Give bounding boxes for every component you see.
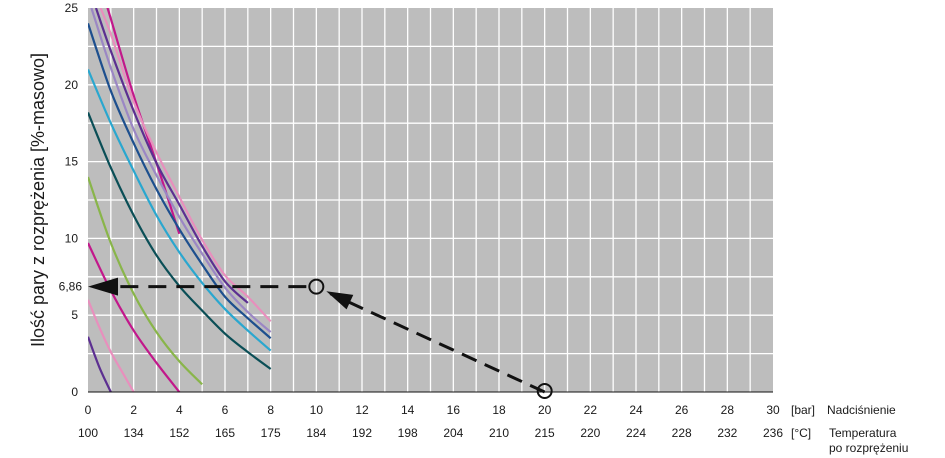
- x-tick-label-temp: 100: [78, 426, 98, 440]
- x-tick-label-bar: 14: [401, 403, 415, 417]
- x-caption-bar: Nadciśnienie: [827, 403, 896, 417]
- x-tick-label-bar: 10: [310, 403, 324, 417]
- x-tick-label-bar: 8: [267, 403, 274, 417]
- y-tick-label: 5: [71, 308, 78, 322]
- x-tick-label-temp: 236: [763, 426, 783, 440]
- x-tick-label-temp: 152: [169, 426, 189, 440]
- y-tick-label: 15: [65, 155, 79, 169]
- x-tick-label-temp: 184: [306, 426, 326, 440]
- annotation-value-label: 6,86: [59, 280, 83, 294]
- x-tick-label-temp: 165: [215, 426, 235, 440]
- x-tick-label-bar: 16: [447, 403, 461, 417]
- x-tick-label-temp: 224: [626, 426, 646, 440]
- x-tick-label-temp: 210: [489, 426, 509, 440]
- y-tick-label: 25: [65, 1, 79, 15]
- series-line-9: [88, 299, 135, 392]
- arrowhead-diagonal: [326, 291, 354, 310]
- x-caption-temp-line2: po rozprężeniu: [829, 441, 908, 455]
- x-tick-label-bar: 26: [675, 403, 689, 417]
- y-tick-label: 0: [71, 385, 78, 399]
- series-line-4: [88, 23, 272, 340]
- series-line-0: [106, 8, 181, 235]
- x-tick-label-temp: 134: [124, 426, 144, 440]
- series-line-1: [99, 8, 272, 323]
- x-tick-label-bar: 18: [492, 403, 506, 417]
- annotation-dashed-line-diagonal: [329, 292, 546, 394]
- y-tick-label: 10: [65, 231, 79, 245]
- x-unit-temp: [°C]: [791, 426, 811, 440]
- grid-lines: [88, 8, 773, 392]
- x-tick-label-temp: 192: [352, 426, 372, 440]
- x-tick-label-temp: 228: [672, 426, 692, 440]
- series-line-8: [88, 242, 181, 392]
- arrowhead-left: [88, 277, 118, 296]
- x-tick-label-bar: 4: [176, 403, 183, 417]
- series-line-5: [88, 69, 272, 352]
- annotation-start-marker: [536, 383, 553, 399]
- x-unit-bar: [bar]: [791, 403, 815, 417]
- y-axis-label: Ilość pary z rozprężenia [%-masowo]: [28, 53, 48, 347]
- annotation-point-marker: [308, 278, 325, 295]
- x-tick-label-temp: 175: [261, 426, 281, 440]
- x-tick-label-bar: 2: [130, 403, 137, 417]
- x-tick-label-bar: 0: [85, 403, 92, 417]
- x-tick-label-temp: 204: [443, 426, 463, 440]
- x-tick-label-bar: 12: [355, 403, 369, 417]
- x-tick-label-bar: 22: [584, 403, 598, 417]
- x-tick-label-temp: 215: [535, 426, 555, 440]
- x-tick-label-temp: 232: [717, 426, 737, 440]
- x-tick-label-temp: 198: [398, 426, 418, 440]
- series-line-7: [88, 176, 203, 386]
- x-tick-label-bar: 20: [538, 403, 552, 417]
- series-line-10: [88, 336, 112, 392]
- x-tick-label-bar: 30: [766, 403, 780, 417]
- x-tick-label-bar: 6: [222, 403, 229, 417]
- series-line-2: [94, 8, 249, 304]
- x-caption-temp-line1: Temperatura: [829, 426, 897, 440]
- annotation-layer: 6,86: [59, 277, 553, 399]
- x-tick-label-bar: 28: [721, 403, 735, 417]
- series-line-3: [90, 8, 272, 333]
- axes-layer: 0 5 10 15 20 25 0 100 2 134 4 152 6 165 8 175 10 184 12 192…: [65, 1, 784, 440]
- x-tick-label-bar: 24: [629, 403, 643, 417]
- x-tick-label-temp: 220: [580, 426, 600, 440]
- y-tick-label: 20: [65, 78, 79, 92]
